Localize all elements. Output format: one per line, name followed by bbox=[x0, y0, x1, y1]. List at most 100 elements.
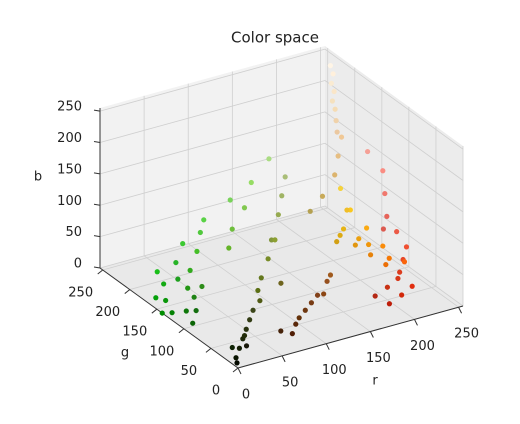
point bbox=[226, 245, 232, 251]
point bbox=[163, 297, 169, 304]
z-tick bbox=[93, 266, 101, 269]
point bbox=[241, 205, 248, 211]
point bbox=[279, 193, 285, 199]
point bbox=[383, 261, 389, 268]
grid-line bbox=[324, 142, 464, 244]
point bbox=[401, 259, 408, 265]
y-axis-line bbox=[99, 267, 239, 369]
point bbox=[185, 285, 191, 291]
point bbox=[241, 332, 248, 339]
x-tick bbox=[237, 367, 242, 375]
x-tick bbox=[281, 355, 286, 363]
point bbox=[275, 212, 281, 218]
point bbox=[191, 294, 197, 300]
z-tick bbox=[93, 109, 101, 112]
grid-line bbox=[99, 205, 326, 269]
grid-line bbox=[129, 227, 355, 290]
x-tick-label: 50 bbox=[282, 375, 299, 390]
point bbox=[278, 280, 284, 286]
point bbox=[365, 241, 372, 248]
point bbox=[161, 281, 167, 287]
point bbox=[380, 243, 386, 249]
z-tick-label: 100 bbox=[57, 194, 82, 209]
point bbox=[248, 179, 254, 186]
grid-line bbox=[324, 80, 464, 181]
back-pane bbox=[100, 46, 325, 268]
z-tick-label: 150 bbox=[57, 162, 82, 177]
point bbox=[397, 269, 403, 275]
point bbox=[180, 241, 186, 247]
grid-line bbox=[99, 80, 326, 143]
x-tick-label: 150 bbox=[366, 351, 391, 366]
y-tick bbox=[205, 348, 212, 353]
grid-line bbox=[99, 174, 326, 238]
grid-line bbox=[99, 48, 326, 112]
point bbox=[356, 236, 362, 242]
grid-line bbox=[324, 174, 464, 275]
side-pane bbox=[325, 46, 463, 306]
point bbox=[266, 156, 272, 162]
point bbox=[337, 232, 343, 238]
point bbox=[337, 185, 344, 192]
point bbox=[278, 328, 284, 334]
point bbox=[169, 310, 175, 316]
point bbox=[247, 317, 253, 323]
point bbox=[335, 153, 341, 159]
point bbox=[307, 208, 313, 214]
point bbox=[243, 326, 249, 332]
point bbox=[380, 168, 386, 174]
point bbox=[175, 276, 181, 282]
point bbox=[236, 345, 243, 351]
chart-title: Color space bbox=[231, 29, 319, 47]
point bbox=[257, 298, 263, 304]
grid-line bbox=[324, 48, 464, 150]
point bbox=[289, 331, 295, 337]
point bbox=[409, 283, 415, 289]
y-axis-label: g bbox=[121, 346, 129, 361]
point bbox=[190, 320, 196, 326]
grid-line bbox=[232, 231, 371, 332]
y-tick bbox=[232, 367, 239, 373]
y-tick-label: 50 bbox=[181, 364, 198, 379]
point bbox=[352, 242, 358, 248]
grid-line bbox=[188, 243, 327, 345]
x-tick-label: 250 bbox=[454, 327, 479, 342]
y-tick bbox=[97, 269, 104, 275]
grid-line bbox=[210, 286, 437, 349]
z-tick-label: 200 bbox=[57, 131, 82, 146]
y-tick-label: 0 bbox=[212, 384, 220, 399]
point bbox=[296, 315, 302, 321]
point bbox=[386, 255, 392, 261]
z-tick-label: 50 bbox=[65, 225, 82, 240]
point bbox=[328, 80, 335, 86]
z-tick-label: 0 bbox=[74, 257, 82, 272]
point bbox=[233, 355, 239, 361]
x-tick-label: 200 bbox=[410, 339, 435, 354]
z-tick bbox=[93, 141, 101, 144]
point bbox=[324, 278, 330, 284]
point bbox=[386, 301, 393, 307]
point bbox=[399, 292, 405, 298]
point bbox=[327, 63, 334, 69]
point bbox=[197, 229, 203, 236]
point bbox=[372, 293, 378, 299]
point bbox=[229, 344, 235, 351]
point bbox=[329, 98, 336, 104]
point bbox=[321, 291, 327, 297]
point bbox=[332, 172, 338, 178]
grid-line bbox=[102, 207, 328, 271]
point bbox=[331, 88, 337, 95]
point bbox=[334, 129, 340, 135]
point bbox=[340, 226, 347, 232]
point bbox=[258, 275, 264, 281]
z-tick bbox=[93, 203, 101, 206]
point bbox=[403, 244, 410, 250]
point bbox=[384, 284, 391, 290]
z-axis-label: b bbox=[34, 170, 42, 185]
y-tick-label: 150 bbox=[122, 325, 147, 340]
floor-pane bbox=[100, 206, 463, 368]
point bbox=[332, 106, 338, 112]
point bbox=[382, 190, 388, 197]
point bbox=[243, 343, 250, 349]
point bbox=[173, 259, 179, 266]
